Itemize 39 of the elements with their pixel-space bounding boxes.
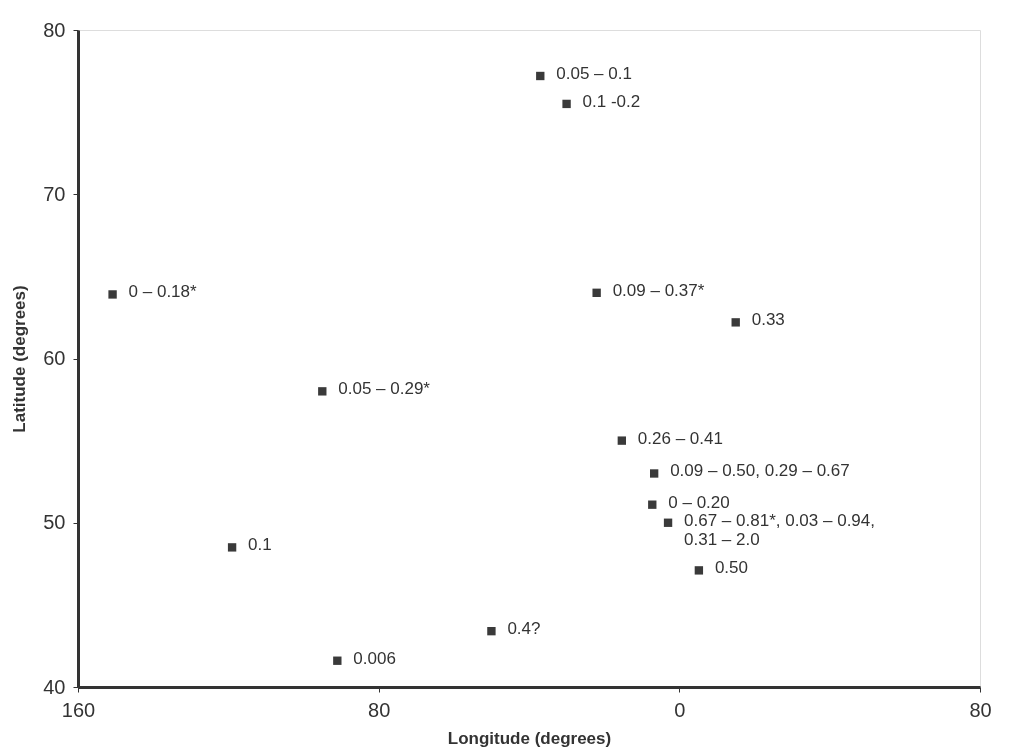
point [562,99,571,109]
y-tick-label: 70 [43,182,66,205]
point [487,626,496,636]
x-tick-label: 80 [969,698,992,721]
y-axis-title: Latitude (degrees) [10,285,30,433]
point [227,543,237,552]
x-tick-label: 0 [674,698,686,721]
point [648,500,657,509]
annotation: 0.09 – 0.37* [612,280,705,300]
point [617,436,627,445]
x-tick-label: 80 [368,698,391,721]
annotation: 0.1 [248,535,272,555]
point [592,288,601,297]
point [649,469,659,478]
y-tick-label: 60 [43,347,66,369]
annotation: 0.50 [714,558,748,578]
point [333,656,342,665]
y-tick-label: 80 [43,18,66,41]
point [318,387,327,396]
x-axis-title: Longitude (degrees) [447,728,612,748]
y-tick-label: 50 [43,511,66,534]
y-tick-label: 40 [43,675,66,698]
annotation: 0.006 [353,648,396,668]
point [694,566,704,575]
annotation: 0.09 – 0.50, 0.29 – 0.67 [670,461,850,481]
annotation: 0.4? [507,619,541,639]
annotation: 0.67 – 0.81*, 0.03 – 0.94, 0.31 – 2.0 [684,510,875,549]
annotation: 0 – 0.20 [668,492,730,512]
annotation: 0.05 – 0.1 [556,63,632,83]
point [108,290,117,299]
annotation: 0.05 – 0.29* [338,379,431,399]
x-tick-label: 160 [61,698,96,721]
annotation: 0.26 – 0.41 [637,428,723,448]
point [663,518,673,527]
point [536,71,545,81]
point [731,318,740,327]
annotation: 0.33 [751,310,785,330]
annotation: 0.1 -0.2 [582,91,641,111]
annotation: 0 – 0.18* [128,282,198,302]
